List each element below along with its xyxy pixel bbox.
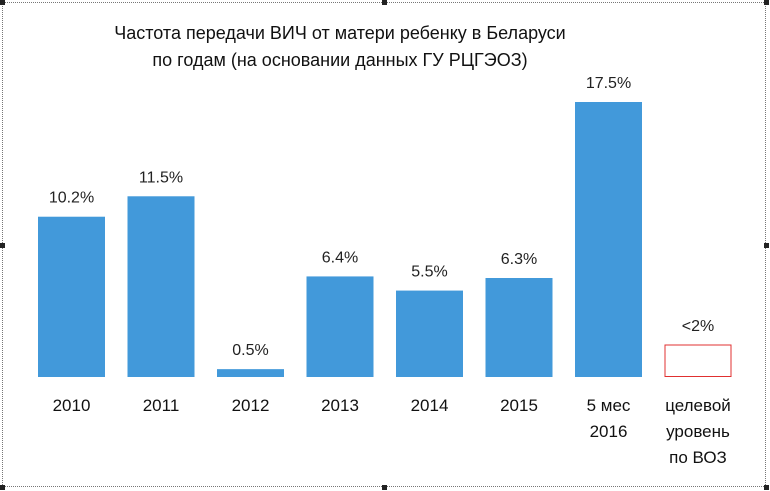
category-label-5-0: 2015 <box>500 396 538 415</box>
data-label-6: 17.5% <box>586 75 631 92</box>
category-label-3-0: 2013 <box>321 396 359 415</box>
data-label-3: 6.4% <box>322 249 358 266</box>
data-label-7: <2% <box>682 318 714 335</box>
category-label-7-1: уровень <box>666 422 730 441</box>
bar-1 <box>127 196 195 377</box>
bar-5 <box>485 278 553 377</box>
data-label-2: 0.5% <box>232 342 268 359</box>
data-label-5: 6.3% <box>501 251 537 268</box>
bar-2 <box>217 369 284 377</box>
category-label-7-0: целевой <box>665 396 731 415</box>
resize-handle-bottom-right[interactable] <box>764 485 769 490</box>
category-label-7-2: по ВОЗ <box>669 448 727 467</box>
data-label-0: 10.2% <box>49 190 94 207</box>
resize-handle-bottom-center[interactable] <box>382 485 387 490</box>
resize-handle-top-center[interactable] <box>382 0 387 5</box>
resize-handle-top-left[interactable] <box>0 0 5 5</box>
category-label-6-1: 2016 <box>590 422 628 441</box>
resize-handle-top-right[interactable] <box>764 0 769 5</box>
category-label-1-0: 2011 <box>143 396 180 415</box>
category-label-2-0: 2012 <box>232 396 270 415</box>
bar-3 <box>306 276 374 377</box>
resize-handle-bottom-left[interactable] <box>0 485 5 490</box>
category-label-4-0: 2014 <box>411 396 449 415</box>
chart-title-line-1: Частота передачи ВИЧ от матери ребенку в… <box>114 23 566 43</box>
data-label-1: 11.5% <box>139 169 183 186</box>
bar-6 <box>575 102 642 377</box>
resize-handle-middle-left[interactable] <box>0 243 5 248</box>
chart-title-line-2: по годам (на основании данных ГУ РЦГЭОЗ) <box>152 50 528 70</box>
target-level-box <box>664 344 732 377</box>
bar-4 <box>396 290 463 377</box>
chart-title: Частота передачи ВИЧ от матери ребенку в… <box>40 20 640 74</box>
data-label-4: 5.5% <box>411 264 447 281</box>
resize-handle-middle-right[interactable] <box>764 243 769 248</box>
bar-0 <box>38 216 105 377</box>
category-label-6-0: 5 мес <box>587 396 631 415</box>
category-label-0-0: 2010 <box>53 396 91 415</box>
